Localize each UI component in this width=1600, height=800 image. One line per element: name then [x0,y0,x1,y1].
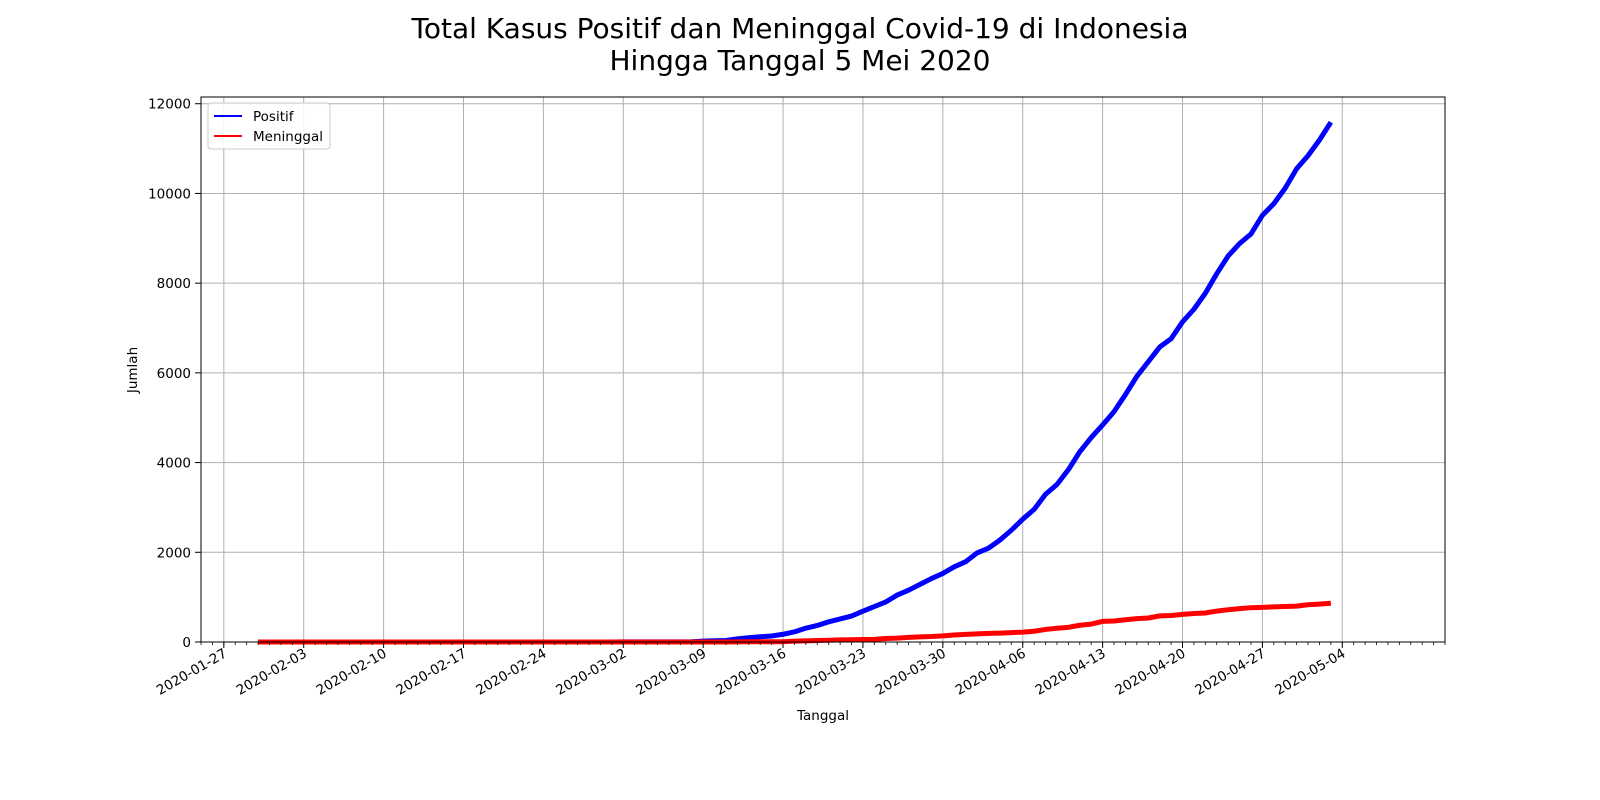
y-axis-label: Jumlah [125,347,141,394]
series-lines [258,120,1333,645]
chart-title-line1: Total Kasus Positif dan Meninggal Covid-… [411,12,1189,45]
x-tick-label: 2020-02-17 [394,646,470,699]
x-tick-label: 2020-02-10 [314,646,390,699]
x-axis-label: Tanggal [796,708,849,724]
x-tick-label: 2020-03-09 [633,646,709,699]
legend: Positif Meninggal [207,102,331,150]
y-tick-label: 0 [182,635,191,651]
series-line-positif [258,120,1333,645]
x-tick-label: 2020-05-04 [1272,646,1348,699]
legend-box [207,102,331,150]
x-tick-label: 2020-01-27 [154,646,230,699]
y-axis-ticks: 0 2000 4000 6000 8000 10000 12000 [148,97,201,651]
series-line-meninggal [258,600,1332,645]
y-tick-label: 2000 [157,545,191,561]
y-tick-label: 8000 [157,276,191,292]
legend-label-positif: Positif [253,109,295,125]
x-tick-label: 2020-02-03 [234,646,310,699]
x-tick-label: 2020-03-30 [873,646,949,699]
y-tick-label: 12000 [148,97,191,113]
x-tick-label: 2020-04-13 [1033,646,1109,699]
x-tick-label: 2020-03-02 [553,646,629,699]
x-tick-label: 2020-03-16 [713,646,789,699]
x-tick-label: 2020-04-20 [1113,646,1189,699]
y-tick-label: 6000 [157,366,191,382]
plot-frame [200,96,1446,643]
y-tick-label: 10000 [148,186,191,202]
y-tick-label: 4000 [157,456,191,472]
chart-title-line2: Hingga Tanggal 5 Mei 2020 [610,44,991,77]
x-axis-ticks: 2020-01-27 2020-02-03 2020-02-10 2020-02-17… [154,642,1446,699]
x-tick-label: 2020-04-27 [1192,646,1268,699]
x-tick-label: 2020-02-24 [473,646,549,699]
grid [201,97,1445,643]
x-tick-label: 2020-03-23 [793,646,869,699]
x-tick-label: 2020-04-06 [953,646,1029,699]
legend-label-meninggal: Meninggal [253,129,323,145]
